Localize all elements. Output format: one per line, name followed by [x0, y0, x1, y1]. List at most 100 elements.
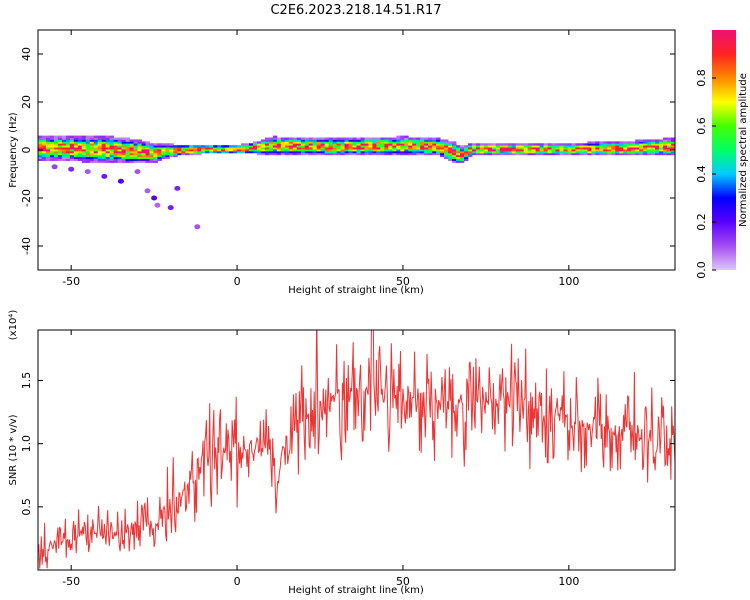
heatmap-cell — [575, 152, 580, 156]
heatmap-cell — [420, 152, 425, 156]
heatmap-cell — [113, 143, 119, 146]
heatmap-cell — [400, 152, 405, 156]
heatmap-cell — [177, 150, 182, 154]
heatmap-cell — [579, 147, 584, 150]
heatmap-cell — [611, 147, 616, 150]
heatmap-cell — [316, 150, 322, 154]
heatmap-cell — [129, 152, 134, 156]
heatmap-cell — [448, 147, 453, 150]
heatmap-cell — [45, 141, 51, 144]
heatmap-cell — [93, 156, 99, 160]
heatmap-cell — [296, 137, 302, 140]
heatmap-cell — [623, 145, 628, 148]
heatmap-cell — [471, 143, 477, 146]
heatmap-cell — [61, 150, 67, 154]
heatmap-cell — [113, 145, 119, 148]
heatmap-cell — [73, 135, 79, 138]
heatmap-cell — [583, 147, 588, 150]
heatmap-cell — [667, 150, 672, 154]
heatmap-cell — [252, 141, 258, 144]
heatmap-cell — [663, 143, 668, 146]
heatmap-cell — [165, 154, 170, 158]
heatmap-cell — [129, 141, 134, 144]
heatmap-cell — [233, 145, 238, 148]
heatmap-cell — [312, 143, 318, 146]
heatmap-cell — [272, 137, 278, 140]
heatmap-cell — [109, 160, 115, 163]
heatmap-cell — [288, 145, 294, 148]
heatmap-cell — [440, 149, 445, 152]
heatmap-cell — [237, 147, 242, 150]
heatmap-cell — [607, 152, 612, 156]
heatmap-cell — [436, 147, 441, 150]
heatmap-cell — [105, 143, 111, 146]
heatmap-cell — [392, 145, 397, 148]
heatmap-cell — [89, 149, 95, 152]
heatmap-cell — [292, 141, 298, 144]
heatmap-cell — [193, 152, 198, 156]
heatmap-cell — [651, 141, 656, 144]
heatmap-cell — [603, 150, 608, 154]
heatmap-cell — [491, 152, 497, 156]
heatmap-cell — [264, 147, 270, 150]
heatmap-cell — [448, 154, 453, 158]
heatmap-cell — [73, 154, 79, 158]
heatmap-cell — [300, 152, 306, 156]
heatmap-cell — [81, 156, 87, 160]
heatmap-cell — [141, 145, 146, 148]
heatmap-cell — [416, 147, 421, 150]
heatmap-cell — [543, 149, 548, 152]
heatmap-cell — [651, 139, 656, 142]
heatmap-cell — [400, 149, 405, 152]
heatmap-cell — [412, 149, 417, 152]
heatmap-cell — [436, 152, 441, 156]
heatmap-cell — [400, 143, 405, 146]
heatmap-cell — [57, 135, 63, 138]
heatmap-cell — [264, 145, 270, 148]
snr-plot-area — [38, 330, 675, 569]
heatmap-cell — [97, 141, 103, 144]
heatmap-cell — [109, 154, 115, 158]
heatmap-cell — [519, 152, 525, 156]
heatmap-cell — [328, 139, 334, 142]
heatmap-cell — [412, 143, 417, 146]
heatmap-cell — [49, 154, 55, 158]
heatmap-cell — [519, 147, 525, 150]
heatmap-cell — [647, 147, 652, 150]
heatmap-cell — [535, 147, 541, 150]
heatmap-cell — [229, 147, 234, 150]
heatmap-cell — [101, 135, 107, 138]
heatmap-cell — [603, 149, 608, 152]
heatmap-cell — [551, 152, 556, 156]
heatmap-cell — [109, 145, 115, 148]
heatmap-cell — [491, 147, 497, 150]
heatmap-cell — [491, 149, 497, 152]
heatmap-cell — [209, 145, 214, 148]
heatmap-cell — [607, 147, 612, 150]
heatmap-cell — [129, 143, 134, 146]
heatmap-cell — [245, 150, 250, 154]
heatmap-cell — [229, 150, 234, 154]
heatmap-cell — [133, 143, 138, 146]
heatmap-cell — [284, 149, 290, 152]
heatmap-cell — [38, 145, 43, 148]
heatmap-cell — [308, 152, 314, 156]
heatmap-cell — [456, 154, 461, 158]
heatmap-cell — [53, 147, 59, 150]
heatmap-blob — [134, 169, 141, 175]
heatmap-cell — [463, 156, 469, 160]
heatmap-cell — [452, 154, 457, 158]
heatmap-cell — [53, 145, 59, 148]
heatmap-cell — [527, 145, 533, 148]
heatmap-cell — [499, 149, 505, 152]
heatmap-cell — [264, 143, 270, 146]
heatmap-cell — [671, 143, 675, 146]
heatmap-cell — [97, 143, 103, 146]
heatmap-cell — [408, 137, 413, 140]
heatmap-cell — [129, 158, 134, 161]
heatmap-cell — [479, 149, 485, 152]
heatmap-cell — [260, 149, 266, 152]
heatmap-cell — [452, 156, 457, 160]
heatmap-cell — [384, 145, 389, 148]
colorbar-tick-label: 0.0 — [695, 261, 708, 279]
